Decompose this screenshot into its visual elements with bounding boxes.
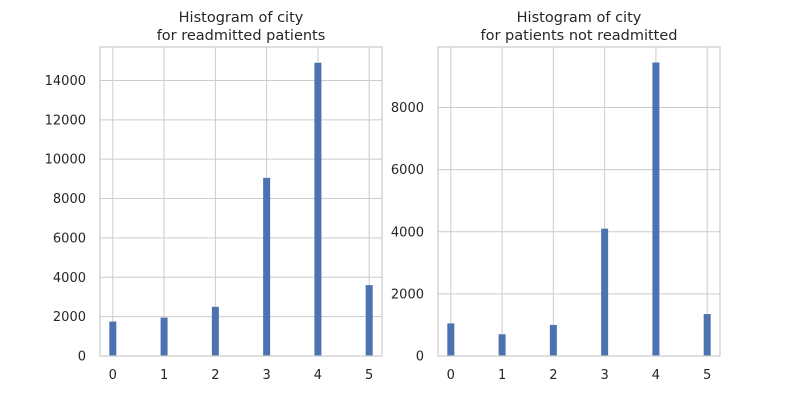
bar-city-5 xyxy=(703,314,711,356)
chart-title-line-2: for patients not readmitted xyxy=(481,28,678,44)
bar-city-0 xyxy=(109,321,117,356)
plot-frame xyxy=(437,46,721,357)
plot-frame xyxy=(99,46,383,357)
x-tick-label: 3 xyxy=(262,368,270,383)
x-tick-label: 0 xyxy=(109,368,117,383)
x-tick-label: 5 xyxy=(703,368,711,383)
x-tick-label: 3 xyxy=(600,368,608,383)
y-tick-label: 14000 xyxy=(45,74,86,89)
chart-title-line-1: Histogram of city xyxy=(517,10,642,26)
x-tick-label: 4 xyxy=(652,368,660,383)
y-tick-label: 8000 xyxy=(391,101,424,116)
x-tick-label: 1 xyxy=(160,368,168,383)
grid xyxy=(100,47,382,357)
bars xyxy=(109,62,373,356)
chart-readmitted: 0 1 2 3 4 5 0 2000 4000 6000 8000 10000 12000 14000 Hi… xyxy=(45,10,383,383)
x-tick-label: 0 xyxy=(447,368,455,383)
y-tick-label: 8000 xyxy=(53,192,86,207)
bar-city-1 xyxy=(160,317,168,356)
bar-city-0 xyxy=(447,323,455,356)
bar-city-2 xyxy=(549,324,557,356)
y-tick-label: 10000 xyxy=(45,153,86,168)
x-tick-label: 5 xyxy=(365,368,373,383)
chart-title-line-2: for readmitted patients xyxy=(157,28,326,44)
bar-city-3 xyxy=(263,177,271,356)
x-tick-label: 2 xyxy=(211,368,219,383)
x-tick-label: 4 xyxy=(314,368,322,383)
bar-city-2 xyxy=(211,306,219,356)
x-tick-label: 1 xyxy=(498,368,506,383)
y-tick-label: 6000 xyxy=(391,163,424,178)
y-tick-label: 12000 xyxy=(45,113,86,128)
bar-city-5 xyxy=(365,285,373,356)
chart-title-line-1: Histogram of city xyxy=(179,10,304,26)
grid xyxy=(438,47,720,357)
y-tick-label: 4000 xyxy=(53,271,86,286)
y-tick-label: 4000 xyxy=(391,225,424,240)
bar-city-4 xyxy=(314,62,322,356)
x-tick-label: 2 xyxy=(549,368,557,383)
bar-city-1 xyxy=(498,334,506,356)
y-tick-label: 2000 xyxy=(53,310,86,325)
y-tick-label: 0 xyxy=(416,350,424,365)
bar-city-3 xyxy=(601,228,609,356)
chart-not-readmitted: 0 1 2 3 4 5 0 2000 4000 6000 8000 Histogram of city… xyxy=(391,10,721,383)
y-tick-label: 6000 xyxy=(53,231,86,246)
y-tick-label: 2000 xyxy=(391,287,424,302)
bars xyxy=(447,62,711,356)
bar-city-4 xyxy=(652,62,660,356)
y-tick-label: 0 xyxy=(78,350,86,365)
